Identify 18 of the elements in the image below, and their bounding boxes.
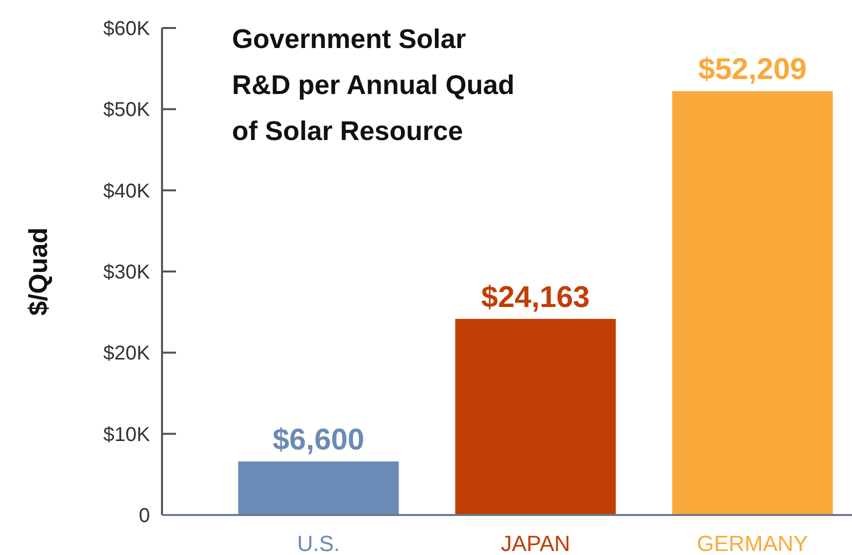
y-tick-label: $10K bbox=[103, 424, 151, 446]
y-axis-title: $/Quad bbox=[23, 227, 53, 316]
text: Government Solar R&D per Annual Quad of Solar Resource bbox=[232, 24, 515, 146]
bar bbox=[455, 318, 616, 515]
bar bbox=[238, 461, 399, 515]
x-tick-label: U.S. bbox=[297, 531, 340, 555]
x-tick-label: JAPAN bbox=[500, 531, 570, 555]
data-label: $6,600 bbox=[272, 423, 364, 456]
data-label: $24,163 bbox=[481, 280, 590, 314]
y-tick-label: 0 bbox=[138, 505, 150, 527]
y-tick-label: $40K bbox=[103, 180, 151, 202]
y-tick-label: $20K bbox=[103, 342, 151, 365]
bar bbox=[672, 91, 833, 515]
x-tick-label: GERMANY bbox=[696, 531, 808, 555]
y-tick-label: $50K bbox=[103, 99, 151, 122]
y-tick-label: $60K bbox=[103, 18, 151, 40]
data-label: $52,209 bbox=[698, 53, 807, 86]
y-tick-label: $30K bbox=[103, 262, 151, 284]
